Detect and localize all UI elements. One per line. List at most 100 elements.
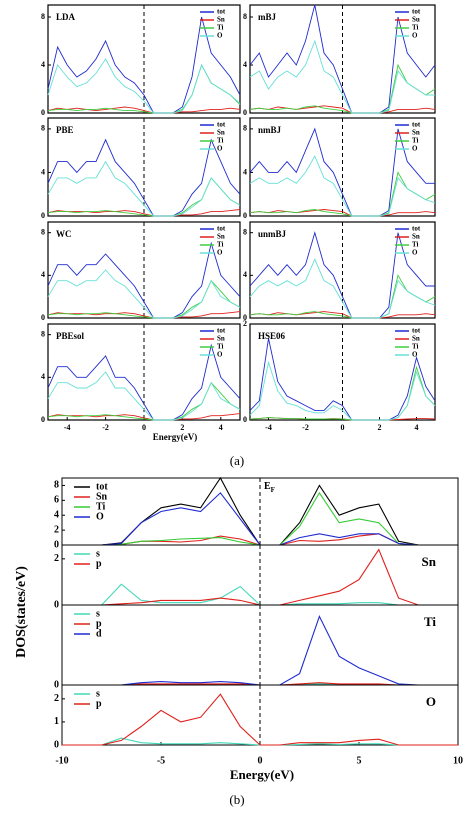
series-line	[47, 371, 241, 421]
legend-label: tot	[217, 121, 226, 129]
x-tick-label: 0	[142, 423, 146, 432]
y-tick-label: 8	[41, 124, 45, 133]
legend-label: tot	[217, 8, 226, 16]
legend-label: O	[412, 351, 418, 359]
series-line	[47, 269, 241, 319]
panel-title: PBE	[56, 125, 74, 135]
y-tick-label: 4	[41, 270, 45, 279]
legend-label: s	[96, 548, 100, 559]
legend-label: O	[412, 145, 418, 153]
x-tick-label: -5	[157, 755, 165, 766]
legend-label: Sn	[217, 335, 225, 343]
legend-label: Ti	[412, 24, 419, 32]
legend-label: O	[217, 145, 223, 153]
legend-label: tot	[412, 121, 421, 129]
y-tick-label: 0	[54, 599, 59, 610]
legend-label: Ti	[96, 501, 105, 512]
series-line	[249, 39, 435, 114]
x-tick-label: 5	[357, 755, 362, 766]
series-line	[249, 155, 436, 217]
y-tick-label: 0	[243, 313, 247, 322]
panel-title: WC	[56, 229, 72, 239]
y-tick-label: 8	[41, 12, 45, 21]
panel-title: Ti	[424, 614, 436, 629]
y-axis-title: DOS(states/eV)	[14, 566, 29, 658]
legend-label: Ti	[412, 137, 419, 145]
x-axis-title: Energy(eV)	[230, 767, 294, 782]
series-line	[249, 360, 436, 421]
legend-label: Ti	[412, 241, 419, 249]
series-line	[47, 106, 241, 114]
panel-title: PBEsol	[56, 331, 85, 341]
legend-label: p	[96, 698, 102, 709]
series-line	[47, 16, 241, 114]
legend-label: O	[217, 351, 223, 359]
series-line	[47, 311, 241, 319]
legend-label: d	[96, 628, 102, 639]
legend-label: Sn	[412, 335, 420, 343]
y-tick-label: 0	[54, 739, 59, 750]
x-tick-label: 2	[378, 423, 382, 432]
y-tick-label: 2	[54, 553, 59, 564]
x-tick-label: -4	[64, 423, 71, 432]
y-tick-label: 0	[243, 415, 247, 424]
series-line	[249, 231, 435, 319]
panel-title: Sn	[422, 554, 437, 569]
figure-label: (a)	[230, 453, 244, 468]
legend-label: Ti	[217, 343, 224, 351]
legend-label: s	[96, 688, 100, 699]
series-line	[249, 338, 436, 421]
series-line	[47, 138, 241, 217]
legend-label: Sn	[217, 233, 225, 241]
legend-label: O	[217, 32, 223, 40]
legend-label: Ti	[217, 24, 224, 32]
x-tick-label: -10	[55, 755, 68, 766]
legend-label: Sn	[217, 16, 225, 24]
legend-label: p	[96, 558, 102, 569]
series-line	[47, 413, 241, 421]
y-tick-label: 8	[41, 227, 45, 236]
legend-label: Sn	[412, 233, 420, 241]
legend-label: Su	[412, 16, 420, 24]
series-line	[249, 105, 436, 114]
legend-label: tot	[217, 225, 226, 233]
y-tick-label: 0	[243, 211, 247, 220]
series-line	[62, 693, 458, 746]
series-line	[47, 343, 241, 421]
legend-label: Ti	[412, 343, 419, 351]
legend-label: Sn	[96, 491, 108, 502]
panel-title: unmBJ	[258, 229, 287, 239]
y-tick-label: 8	[243, 12, 247, 21]
y-tick-label: 4	[243, 270, 247, 279]
x-tick-label: 4	[219, 423, 223, 432]
y-tick-label: 2	[54, 524, 59, 535]
panel-title: HSE06	[258, 331, 286, 341]
y-tick-label: 6	[54, 495, 59, 506]
legend-label: tot	[412, 8, 421, 16]
y-tick-label: 4	[54, 510, 59, 521]
y-tick-label: 2	[243, 319, 247, 328]
panel-title: nmBJ	[258, 125, 282, 135]
series-line	[249, 4, 436, 114]
x-tick-label: 2	[180, 423, 184, 432]
series-line	[47, 160, 241, 217]
series-line	[47, 209, 241, 217]
legend-label: tot	[412, 327, 421, 335]
fermi-label-main: E	[264, 481, 271, 492]
series-line	[249, 171, 436, 217]
legend-label: Sn	[217, 129, 225, 137]
x-tick-label: -2	[102, 423, 109, 432]
legend-label: s	[96, 608, 100, 619]
legend-label: Ti	[217, 137, 224, 145]
series-line	[249, 311, 436, 319]
x-tick-label: 4	[415, 423, 419, 432]
legend-label: O	[96, 511, 104, 522]
y-tick-label: 0	[41, 415, 45, 424]
y-tick-label: 0	[41, 313, 45, 322]
legend-label: tot	[217, 327, 226, 335]
legend-label: Ti	[217, 241, 224, 249]
y-tick-label: 0	[243, 108, 247, 117]
legend-label: O	[217, 249, 223, 257]
y-tick-label: 8	[243, 124, 247, 133]
